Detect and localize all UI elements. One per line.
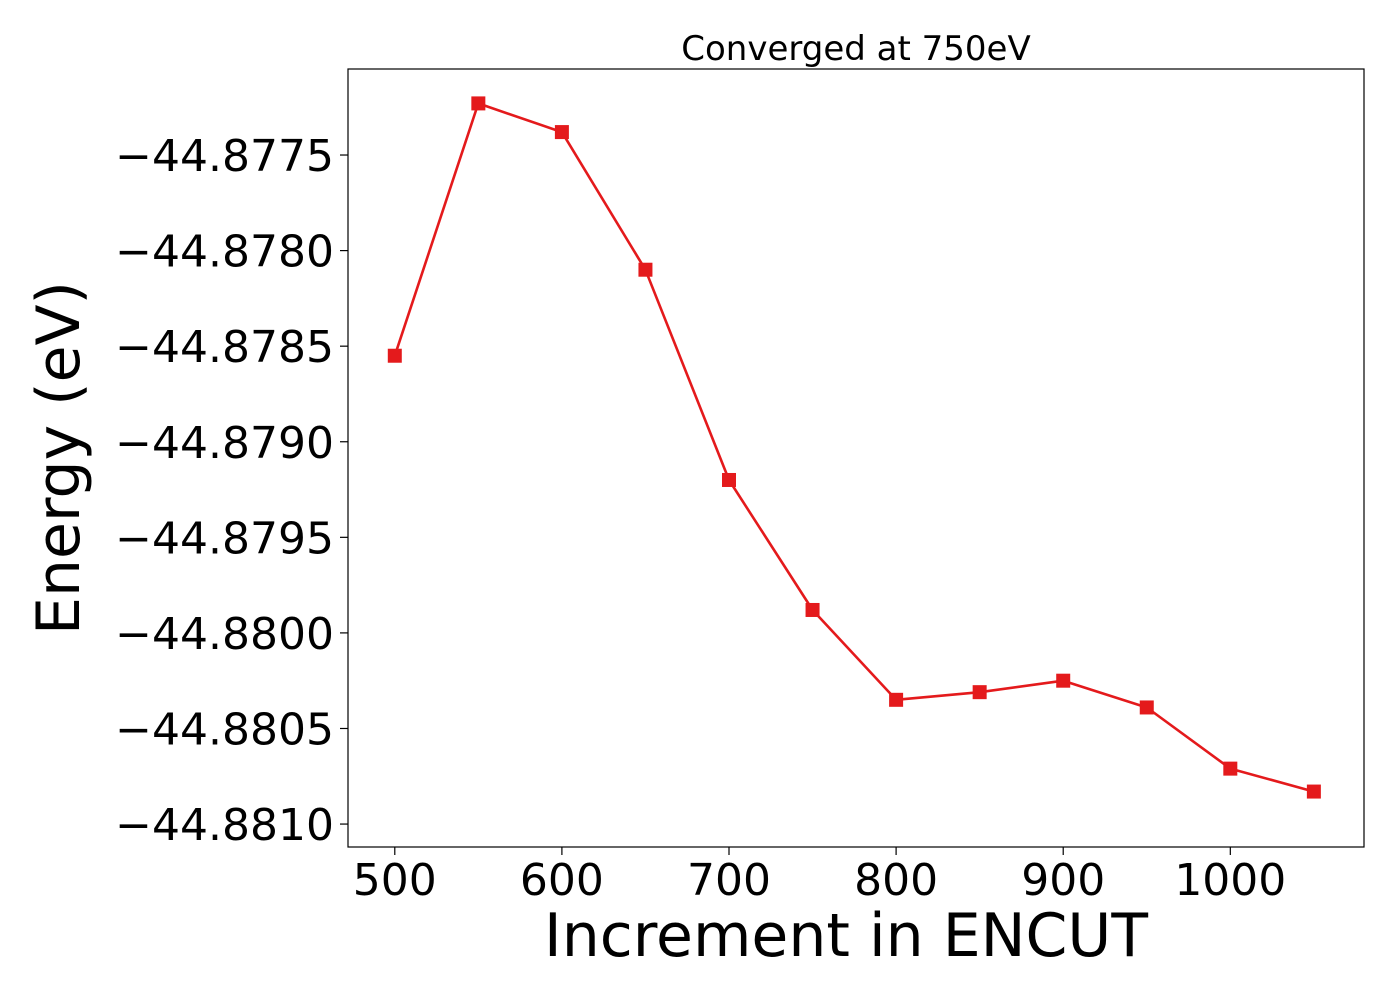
data-point [471,96,486,111]
y-tick-label: −44.8775 [115,131,334,182]
chart-title: Converged at 750eV [681,29,1030,69]
data-point [638,262,653,277]
data-point [722,472,736,487]
x-tick-label: 900 [1021,855,1105,906]
x-tick-label: 700 [687,855,771,906]
y-axis-label: Energy (eV) [24,281,94,635]
y-tick-label: −44.8810 [115,800,334,851]
x-tick-label: 600 [520,855,604,906]
y-tick-label: −44.8790 [115,418,334,469]
data-point [1139,700,1154,715]
y-tick-label: −44.8800 [115,609,334,660]
data-point [1223,761,1238,776]
y-tick-label: −44.8780 [115,227,334,278]
series-line [393,102,1315,793]
data-point [972,685,987,700]
data-point [387,348,402,363]
x-tick-label: 1000 [1174,855,1286,906]
data-point [1306,784,1321,799]
plot-frame [347,68,1365,848]
x-tick-label: 500 [353,855,437,906]
ticks-layer: 500 600 700 800 900 1000 −44.8775 −44.8780 −44.8… [115,131,1286,906]
x-tick-label: 800 [854,855,938,906]
x-axis-label: Increment in ENCUT [544,901,1148,971]
y-tick-label: −44.8785 [115,322,334,373]
data-point [554,125,569,140]
data-point [805,602,820,617]
y-tick-label: −44.8795 [115,513,334,564]
data-point [889,692,904,707]
y-tick-label: −44.8805 [115,704,334,755]
data-point [1056,673,1071,688]
series-layer [387,96,1321,799]
